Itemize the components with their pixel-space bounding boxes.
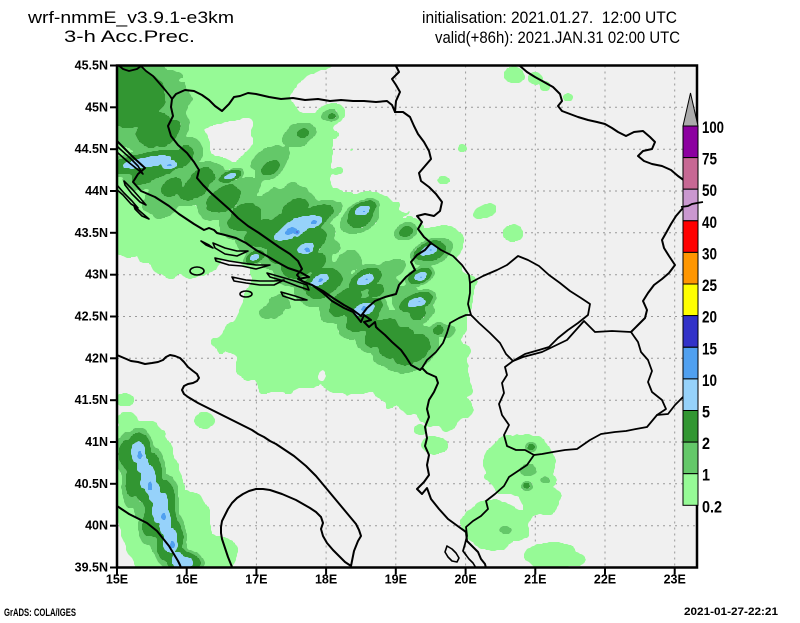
svg-text:19E: 19E bbox=[385, 573, 407, 587]
svg-text:5: 5 bbox=[702, 403, 710, 422]
svg-text:10: 10 bbox=[702, 371, 717, 390]
svg-text:30: 30 bbox=[702, 244, 717, 263]
svg-text:44N: 44N bbox=[85, 184, 108, 198]
svg-text:42.5N: 42.5N bbox=[75, 310, 108, 324]
svg-text:39.5N: 39.5N bbox=[75, 561, 108, 575]
svg-text:25: 25 bbox=[702, 276, 717, 295]
svg-text:20E: 20E bbox=[454, 573, 476, 587]
svg-text:45.5N: 45.5N bbox=[75, 59, 108, 73]
svg-text:42N: 42N bbox=[85, 351, 108, 365]
svg-text:3-h Acc.Prec.: 3-h Acc.Prec. bbox=[64, 27, 195, 46]
svg-text:15: 15 bbox=[702, 339, 717, 358]
svg-text:44.5N: 44.5N bbox=[75, 142, 108, 156]
svg-text:40N: 40N bbox=[85, 519, 108, 533]
svg-text:40.5N: 40.5N bbox=[75, 477, 108, 491]
svg-text:2021-01-27-22:21: 2021-01-27-22:21 bbox=[684, 606, 778, 618]
svg-text:41.5N: 41.5N bbox=[75, 393, 108, 407]
svg-text:0.2: 0.2 bbox=[702, 497, 722, 516]
svg-text:45N: 45N bbox=[85, 100, 108, 114]
svg-text:100: 100 bbox=[702, 118, 724, 137]
svg-text:40: 40 bbox=[702, 213, 717, 232]
svg-text:wrf-nmmE_v3.9.1-e3km: wrf-nmmE_v3.9.1-e3km bbox=[27, 8, 234, 27]
svg-text:17E: 17E bbox=[245, 573, 267, 587]
svg-text:43.5N: 43.5N bbox=[75, 226, 108, 240]
svg-text:41N: 41N bbox=[85, 435, 108, 449]
svg-text:20: 20 bbox=[702, 308, 717, 327]
svg-text:21E: 21E bbox=[524, 573, 546, 587]
svg-text:16E: 16E bbox=[176, 573, 198, 587]
svg-text:23E: 23E bbox=[664, 573, 686, 587]
svg-text:initialisation: 2021.01.27. 1: initialisation: 2021.01.27. 12:00 UTC bbox=[422, 9, 677, 27]
svg-text:75: 75 bbox=[702, 150, 717, 169]
svg-text:18E: 18E bbox=[315, 573, 337, 587]
svg-text:50: 50 bbox=[702, 181, 717, 200]
svg-text:43N: 43N bbox=[85, 268, 108, 282]
svg-text:22E: 22E bbox=[594, 573, 616, 587]
svg-text:2: 2 bbox=[702, 434, 710, 453]
svg-text:15E: 15E bbox=[106, 573, 128, 587]
svg-text:GrADS: COLA/IGES: GrADS: COLA/IGES bbox=[4, 607, 76, 618]
svg-text:valid(+86h): 2021.JAN.31 02:00: valid(+86h): 2021.JAN.31 02:00 UTC bbox=[435, 29, 680, 47]
svg-text:1: 1 bbox=[702, 466, 710, 485]
